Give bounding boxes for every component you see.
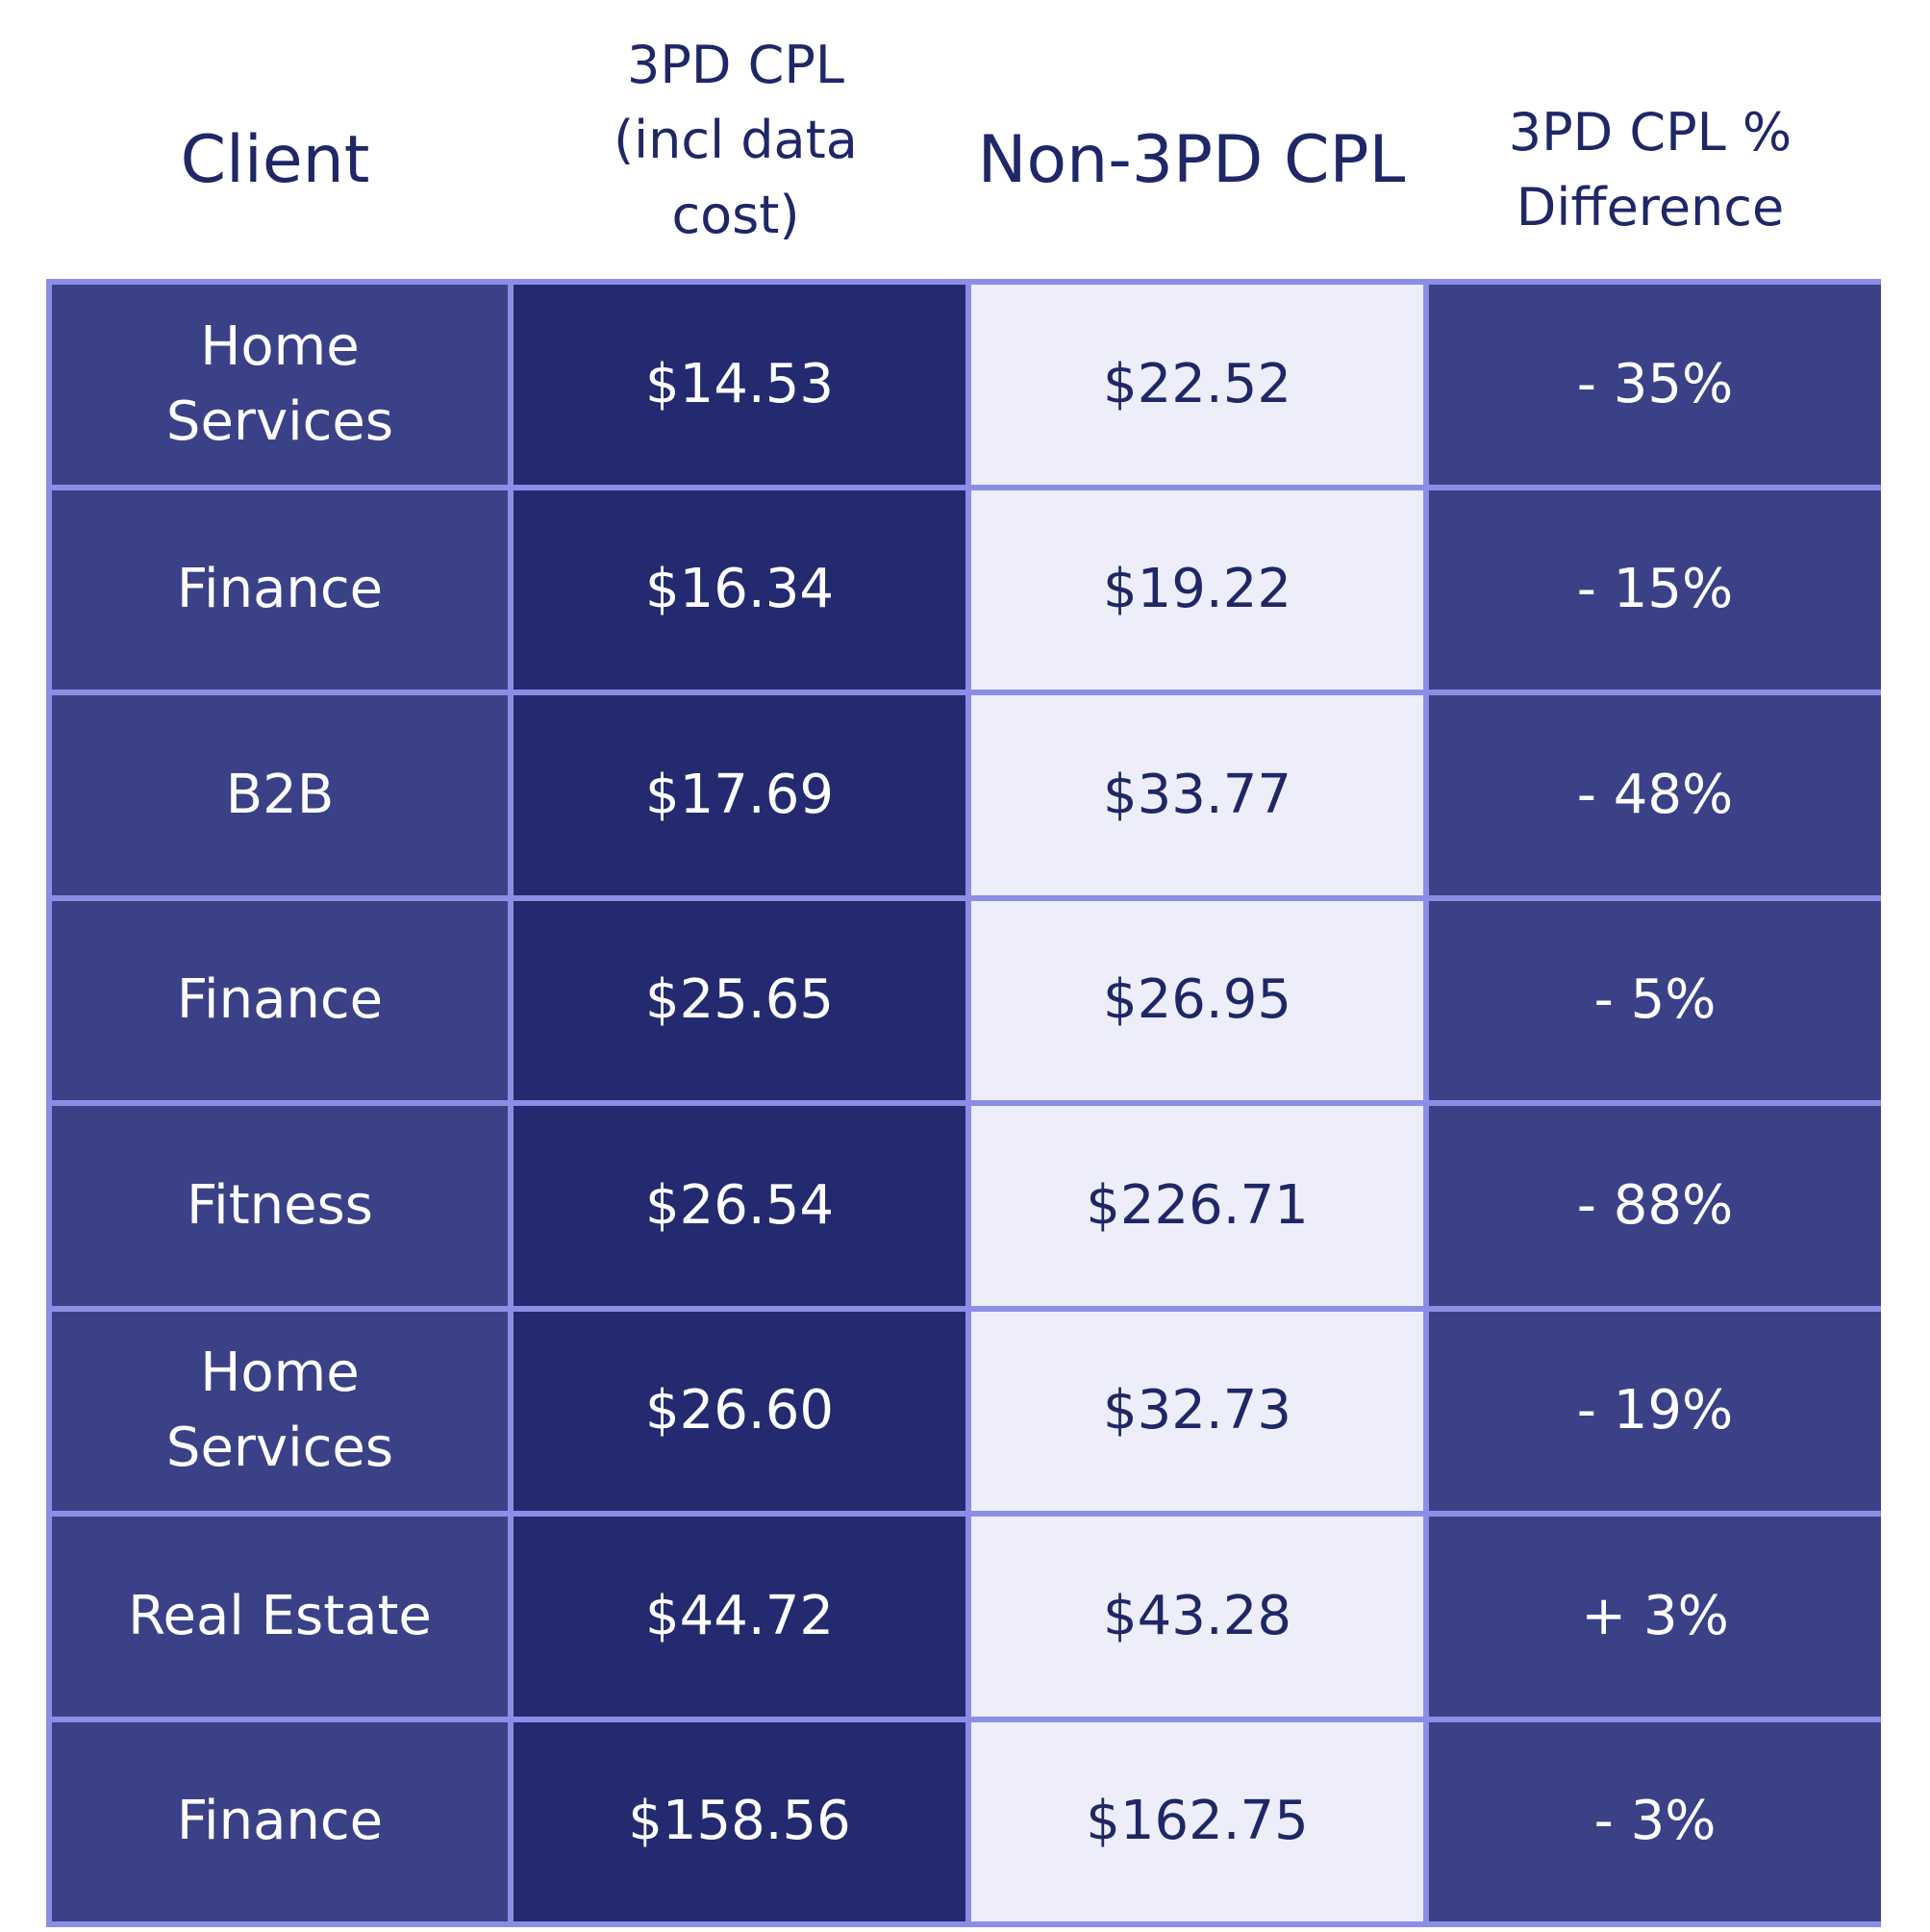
column-header-non-3pd-cpl: Non-3PD CPL: [977, 121, 1406, 198]
cpl-3pd-cell: $16.34: [514, 489, 965, 690]
column-header-3pd-cpl: 3PD CPL (incl data cost): [614, 35, 858, 245]
cpl-non-3pd-cell: $22.52: [971, 285, 1423, 485]
cpl-3pd-cell: $25.65: [514, 900, 965, 1100]
cpl-non-3pd-cell: $32.73: [971, 1311, 1423, 1511]
cpl-non-3pd-cell: $33.77: [971, 695, 1423, 895]
pct-difference-cell: - 48%: [1429, 695, 1881, 895]
client-cell: Home Services: [52, 285, 508, 485]
column-header-client: Client: [180, 121, 370, 198]
cpl-non-3pd-cell: $43.28: [971, 1517, 1423, 1717]
pct-difference-cell: - 88%: [1429, 1106, 1881, 1306]
column-header-pct-difference: 3PD CPL % Difference: [1508, 102, 1792, 238]
pct-difference-cell: - 15%: [1429, 489, 1881, 690]
client-cell: Real Estate: [52, 1517, 508, 1717]
cpl-3pd-cell: $14.53: [514, 285, 965, 485]
cpl-non-3pd-cell: $226.71: [971, 1106, 1423, 1306]
pct-difference-cell: - 3%: [1429, 1721, 1881, 1921]
cpl-non-3pd-cell: $162.75: [971, 1721, 1423, 1921]
client-cell: Home Services: [52, 1311, 508, 1511]
client-cell: Finance: [52, 1721, 508, 1921]
pct-difference-cell: + 3%: [1429, 1517, 1881, 1717]
cpl-non-3pd-cell: $19.22: [971, 489, 1423, 690]
cpl-3pd-cell: $26.60: [514, 1311, 965, 1511]
client-cell: B2B: [52, 695, 508, 895]
client-cell: Finance: [52, 900, 508, 1100]
client-cell: Fitness: [52, 1106, 508, 1306]
cpl-3pd-cell: $158.56: [514, 1721, 965, 1921]
pct-difference-cell: - 5%: [1429, 900, 1881, 1100]
pct-difference-cell: - 19%: [1429, 1311, 1881, 1511]
client-cell: Finance: [52, 489, 508, 690]
cpl-3pd-cell: $44.72: [514, 1517, 965, 1717]
cpl-3pd-cell: $17.69: [514, 695, 965, 895]
cpl-non-3pd-cell: $26.95: [971, 900, 1423, 1100]
table-body: Home Services $14.53 $22.52- 35% Finance $16…: [46, 279, 1881, 1927]
pct-difference-cell: - 35%: [1429, 285, 1881, 485]
cpl-3pd-cell: $26.54: [514, 1106, 965, 1306]
